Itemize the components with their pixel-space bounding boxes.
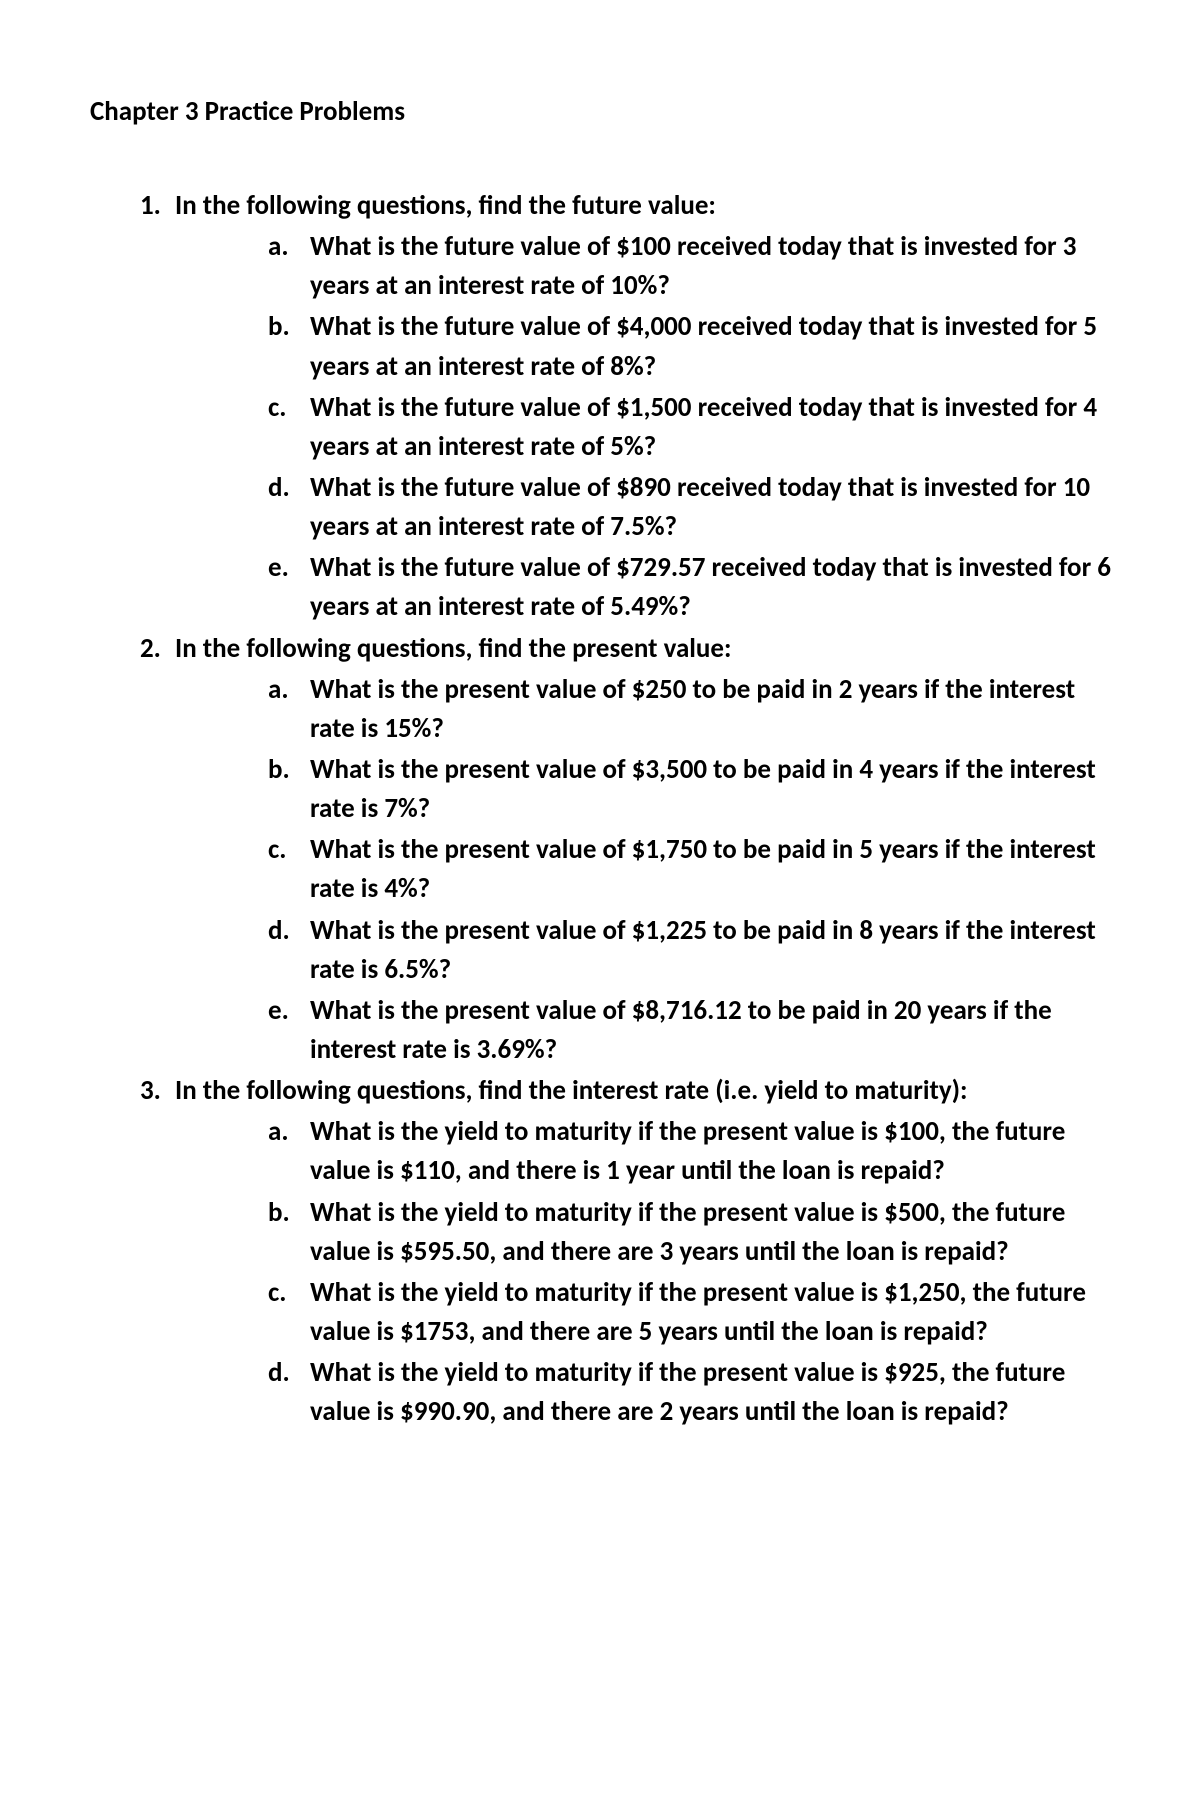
sub-letter: e. [268,991,310,1069]
sub-list: a. What is the yield to maturity if the … [140,1112,1115,1431]
problem-list: 1. In the following questions, find the … [90,186,1115,1431]
problem-text: In the following questions, find the pre… [175,629,1115,668]
sub-item: c. What is the yield to maturity if the … [268,1273,1115,1351]
page-title: Chapter 3 Practice Problems [90,95,1115,128]
sub-letter: a. [268,670,310,748]
problem-prompt: 1. In the following questions, find the … [140,186,1115,225]
problem-prompt: 3. In the following questions, find the … [140,1071,1115,1110]
sub-list: a. What is the future value of $100 rece… [140,227,1115,626]
sub-item: e. What is the future value of $729.57 r… [268,548,1115,626]
sub-letter: c. [268,830,310,908]
sub-letter: b. [268,1193,310,1271]
sub-letter: b. [268,307,310,385]
sub-text: What is the yield to maturity if the pre… [310,1353,1115,1431]
sub-item: b. What is the present value of $3,500 t… [268,750,1115,828]
sub-letter: e. [268,548,310,626]
sub-letter: c. [268,388,310,466]
sub-letter: b. [268,750,310,828]
sub-item: b. What is the yield to maturity if the … [268,1193,1115,1271]
sub-text: What is the present value of $3,500 to b… [310,750,1115,828]
sub-letter: d. [268,911,310,989]
problem-3: 3. In the following questions, find the … [140,1071,1115,1431]
problem-1: 1. In the following questions, find the … [140,186,1115,627]
problem-number: 2. [140,629,175,668]
sub-item: c. What is the future value of $1,500 re… [268,388,1115,466]
problem-text: In the following questions, find the fut… [175,186,1115,225]
sub-text: What is the present value of $8,716.12 t… [310,991,1115,1069]
sub-list: a. What is the present value of $250 to … [140,670,1115,1069]
problem-2: 2. In the following questions, find the … [140,629,1115,1070]
sub-text: What is the future value of $1,500 recei… [310,388,1115,466]
problem-text: In the following questions, find the int… [175,1071,1115,1110]
sub-item: e. What is the present value of $8,716.1… [268,991,1115,1069]
sub-item: a. What is the yield to maturity if the … [268,1112,1115,1190]
problem-number: 3. [140,1071,175,1110]
sub-text: What is the present value of $1,225 to b… [310,911,1115,989]
sub-text: What is the future value of $890 receive… [310,468,1115,546]
sub-letter: a. [268,227,310,305]
sub-letter: d. [268,1353,310,1431]
sub-letter: d. [268,468,310,546]
sub-text: What is the future value of $4,000 recei… [310,307,1115,385]
sub-text: What is the future value of $729.57 rece… [310,548,1115,626]
sub-item: d. What is the future value of $890 rece… [268,468,1115,546]
sub-text: What is the present value of $1,750 to b… [310,830,1115,908]
sub-letter: c. [268,1273,310,1351]
sub-item: d. What is the present value of $1,225 t… [268,911,1115,989]
sub-item: c. What is the present value of $1,750 t… [268,830,1115,908]
sub-item: d. What is the yield to maturity if the … [268,1353,1115,1431]
problem-prompt: 2. In the following questions, find the … [140,629,1115,668]
page: Chapter 3 Practice Problems 1. In the fo… [0,0,1200,1533]
sub-text: What is the present value of $250 to be … [310,670,1115,748]
sub-item: a. What is the present value of $250 to … [268,670,1115,748]
sub-text: What is the yield to maturity if the pre… [310,1193,1115,1271]
sub-letter: a. [268,1112,310,1190]
sub-text: What is the yield to maturity if the pre… [310,1112,1115,1190]
sub-item: b. What is the future value of $4,000 re… [268,307,1115,385]
problem-number: 1. [140,186,175,225]
sub-text: What is the future value of $100 receive… [310,227,1115,305]
sub-text: What is the yield to maturity if the pre… [310,1273,1115,1351]
sub-item: a. What is the future value of $100 rece… [268,227,1115,305]
